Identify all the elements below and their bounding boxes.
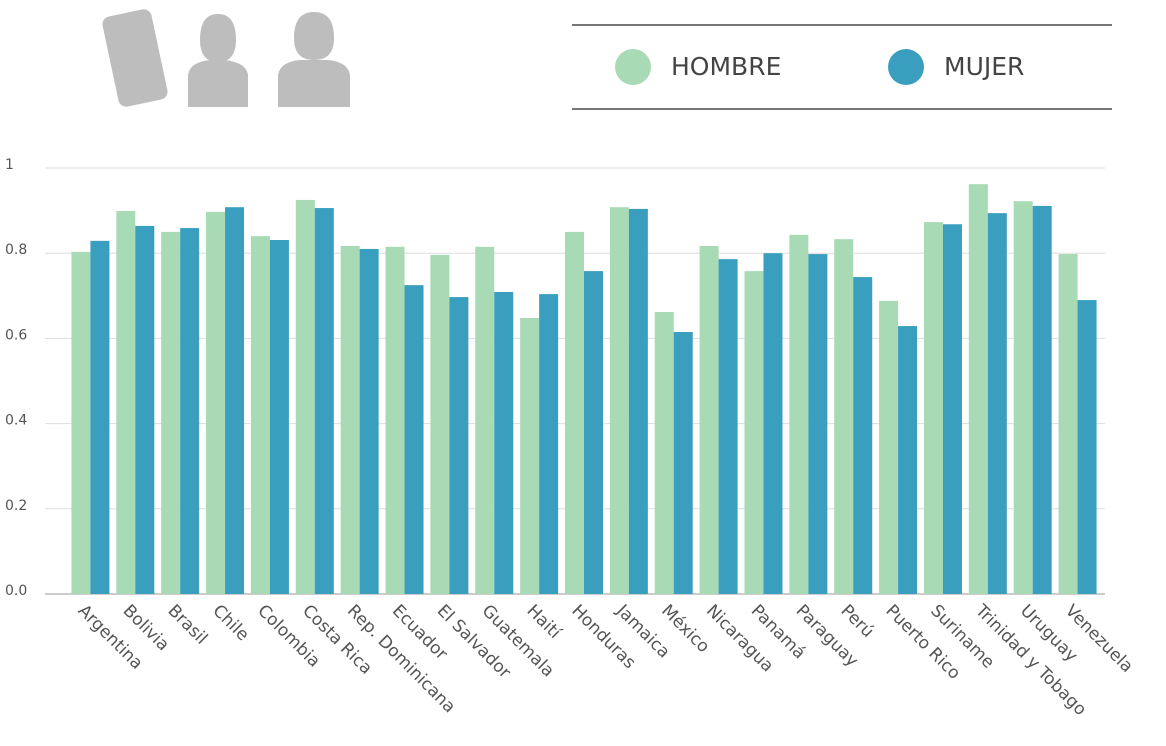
x-tick-label: Perú xyxy=(837,601,878,642)
legend-swatch xyxy=(888,49,924,85)
bar xyxy=(180,228,200,595)
bar xyxy=(206,211,226,595)
x-tick-label: Chile xyxy=(208,601,252,645)
bar xyxy=(475,246,495,594)
bar xyxy=(314,208,334,594)
bar xyxy=(923,222,943,595)
bar xyxy=(250,236,270,594)
bar xyxy=(385,246,405,594)
bar xyxy=(116,211,136,594)
bar xyxy=(789,234,809,594)
legend-label: MUJER xyxy=(944,52,1024,81)
y-tick-label: 0.2 xyxy=(5,498,27,514)
bar xyxy=(161,231,181,594)
bar xyxy=(808,254,828,594)
y-tick-label: 0.8 xyxy=(5,242,27,258)
bar xyxy=(879,300,899,594)
bar xyxy=(834,239,854,594)
y-tick-label: 0.4 xyxy=(5,413,27,429)
bar xyxy=(987,213,1007,594)
man-icon xyxy=(278,12,350,107)
bar xyxy=(71,251,91,594)
bar xyxy=(744,271,764,594)
x-tick-label: Venezuela xyxy=(1061,601,1137,677)
y-tick-label: 1 xyxy=(5,157,14,173)
bar xyxy=(898,326,918,594)
bar xyxy=(1013,201,1033,594)
bar xyxy=(90,240,110,594)
woman-icon xyxy=(188,14,248,107)
bar xyxy=(853,277,873,594)
bar xyxy=(699,245,719,594)
legend-swatch xyxy=(615,49,651,85)
bar xyxy=(1032,205,1052,594)
bar xyxy=(449,297,469,594)
bar xyxy=(609,207,629,594)
bar xyxy=(269,239,289,594)
phone-icon xyxy=(102,9,168,107)
legend-label: HOMBRE xyxy=(671,52,781,81)
icons xyxy=(102,9,350,107)
bar xyxy=(565,231,584,594)
bar xyxy=(584,271,603,594)
bar xyxy=(539,294,559,594)
bar xyxy=(520,317,540,594)
bar xyxy=(494,291,514,594)
bar xyxy=(135,225,155,594)
bar xyxy=(430,254,450,595)
bar xyxy=(1077,300,1097,594)
bar xyxy=(968,184,988,595)
bar xyxy=(404,285,424,594)
bar xyxy=(1058,254,1078,594)
y-tick-label: 0.6 xyxy=(5,327,27,343)
bar xyxy=(654,311,674,594)
bar xyxy=(942,224,962,594)
bar xyxy=(359,248,379,594)
y-tick-label: 0.0 xyxy=(5,583,27,599)
bar xyxy=(628,208,648,594)
bar xyxy=(673,332,693,594)
bar xyxy=(718,259,738,594)
bar xyxy=(295,199,315,594)
bar xyxy=(763,253,783,594)
bar xyxy=(340,245,360,594)
bar xyxy=(225,207,245,594)
